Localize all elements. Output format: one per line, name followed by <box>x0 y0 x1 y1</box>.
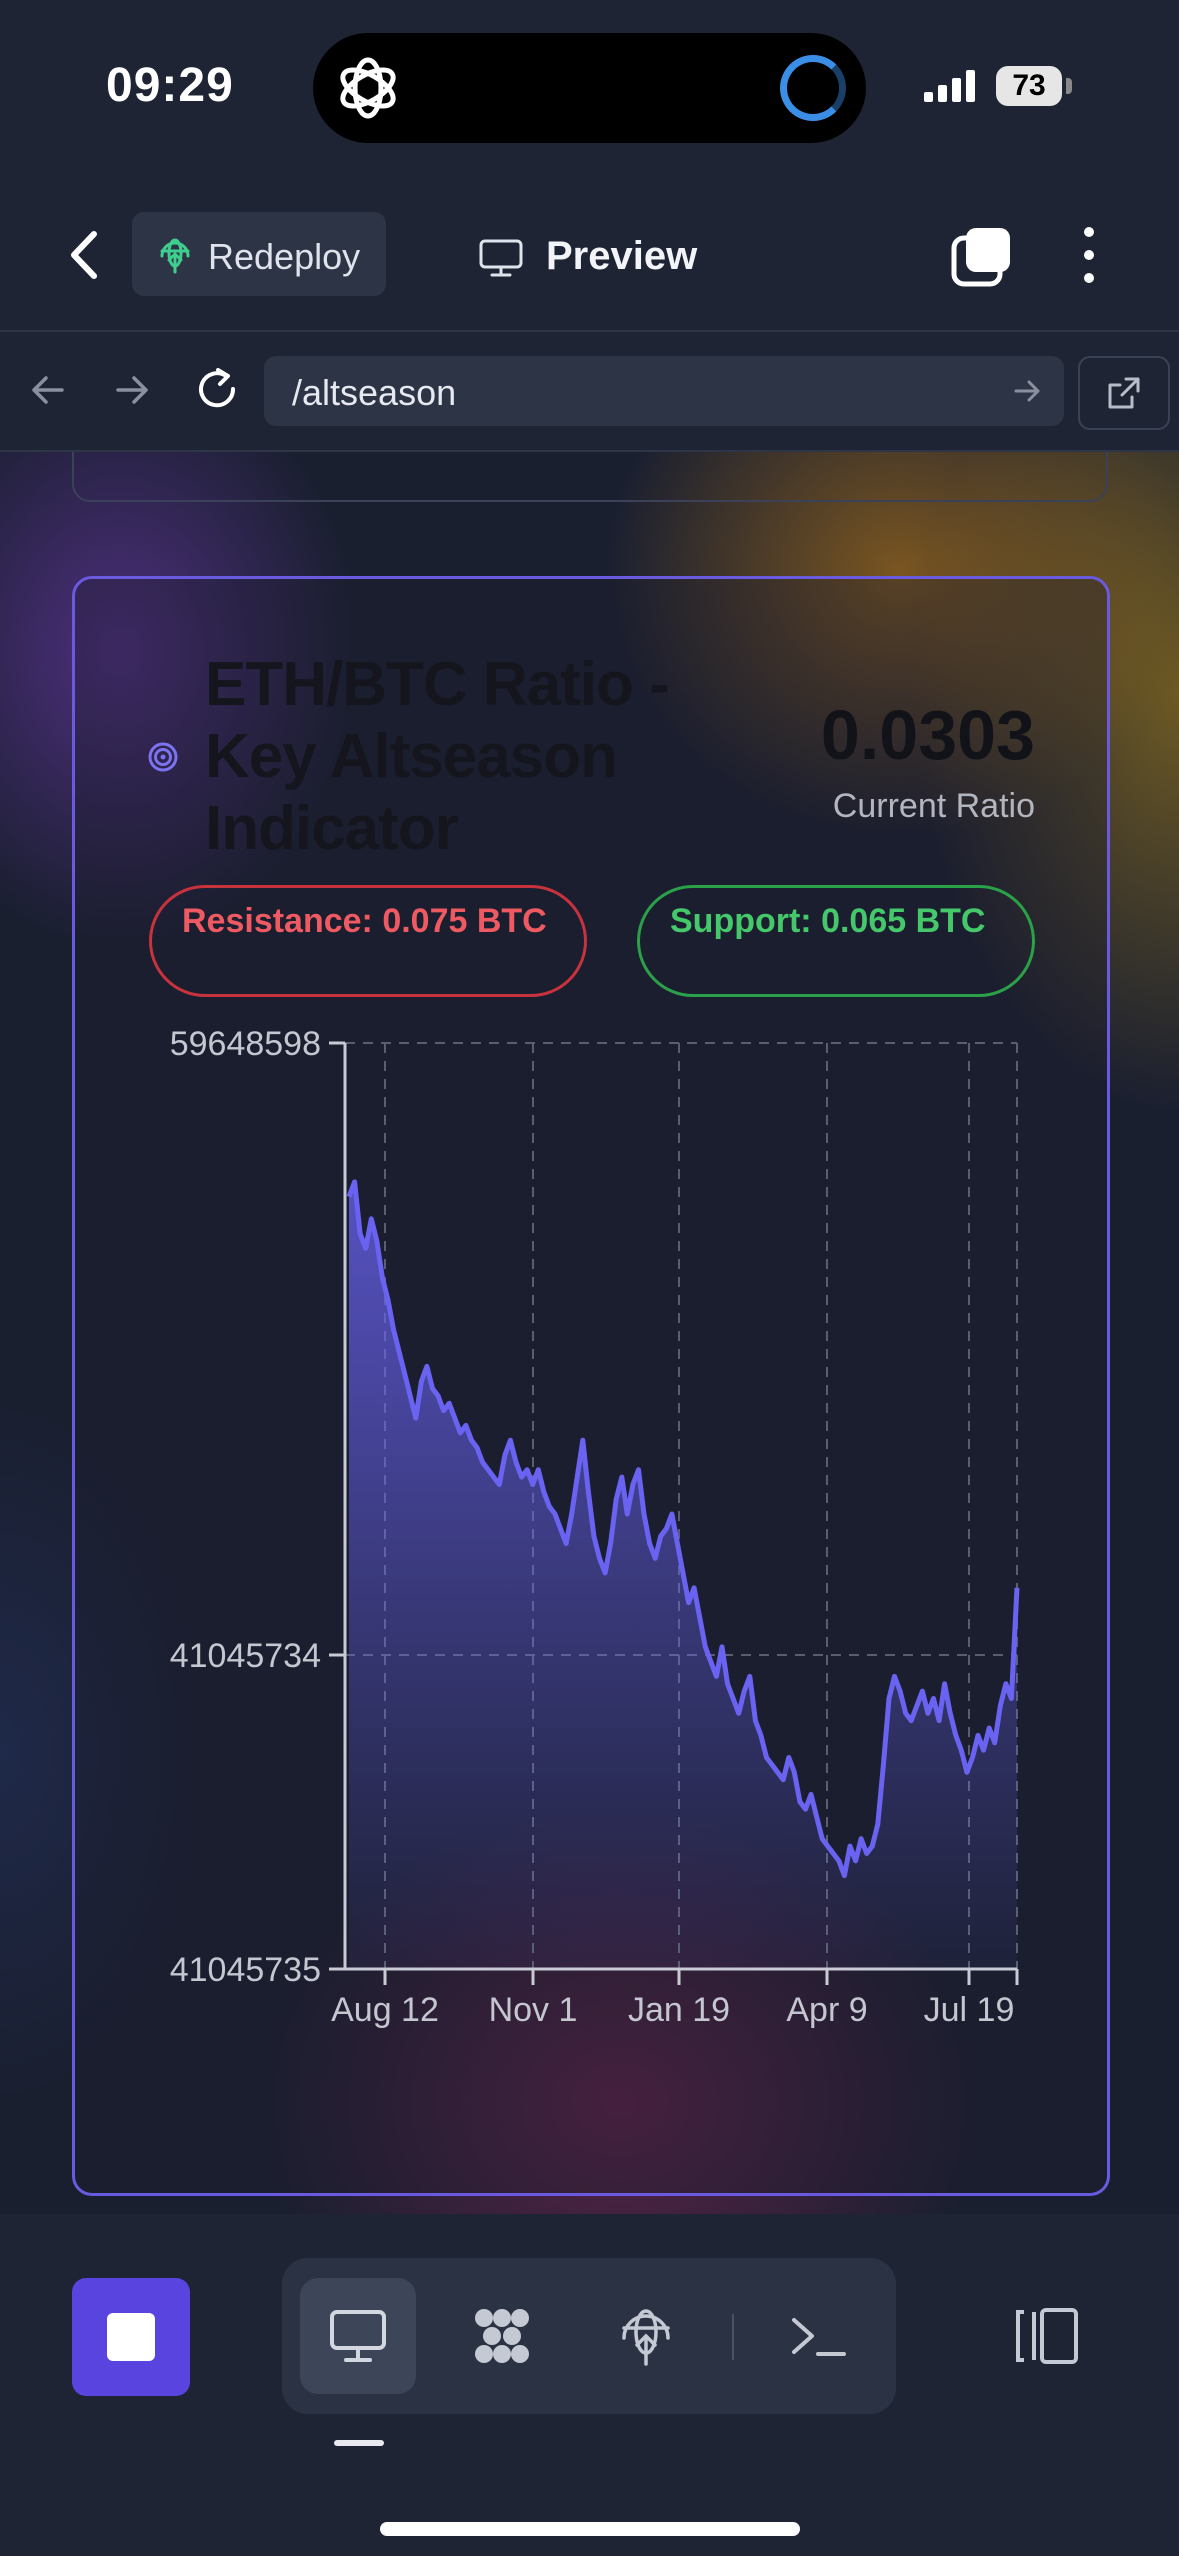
preview-label: Preview <box>546 234 698 278</box>
tool-switcher <box>282 2258 896 2414</box>
card-title: ETH/BTC Ratio - Key Altseason Indicator <box>205 650 670 863</box>
tool-divider <box>732 2314 734 2360</box>
status-time: 09:29 <box>106 59 234 112</box>
x-tick-label-3: Apr 9 <box>786 1991 867 2029</box>
tabs-icon[interactable] <box>950 224 1014 288</box>
tool-preview[interactable] <box>300 2278 416 2394</box>
previous-card <box>72 452 1108 502</box>
preview-tab[interactable]: Preview <box>478 214 718 298</box>
current-ratio-label: Current Ratio <box>832 787 1035 825</box>
redeploy-button[interactable]: Redeploy <box>132 212 386 296</box>
target-icon <box>148 742 178 772</box>
external-link-icon <box>1108 377 1140 409</box>
back-chevron-icon[interactable] <box>60 220 110 290</box>
deploy-globe-icon <box>160 238 190 274</box>
monitor-icon <box>330 2310 386 2362</box>
nav-back-icon[interactable] <box>26 368 70 412</box>
monitor-icon <box>479 239 523 277</box>
tool-console[interactable] <box>760 2278 876 2394</box>
stop-square-icon <box>107 2313 155 2361</box>
x-tick-label-1: Nov 1 <box>489 1991 578 2029</box>
workflow-blobs-icon <box>475 2309 529 2363</box>
x-tick-label-0: Aug 12 <box>331 1991 439 2029</box>
battery-icon: 73 <box>996 66 1062 106</box>
url-input[interactable]: /altseason <box>264 356 1064 426</box>
tool-deploy[interactable] <box>588 2278 704 2394</box>
more-options-icon[interactable] <box>1074 220 1104 290</box>
chatgpt-logo-icon <box>340 57 396 119</box>
eth-btc-chart: 59648598 41045734 41045735 Aug 12 Nov 1 Jan 1… <box>170 1025 1020 2029</box>
reload-icon[interactable] <box>192 364 242 414</box>
y-tick-label-2: 41045735 <box>170 1951 321 1989</box>
support-badge: Support: 0.065 BTC <box>637 885 1035 997</box>
battery-tip <box>1066 78 1072 94</box>
current-ratio-value: 0.0303 <box>820 696 1035 774</box>
y-tick-label-1: 41045734 <box>170 1637 321 1675</box>
page-content: 59648598 41045734 41045735 Aug 12 Nov 1 Jan 1… <box>0 452 1179 2214</box>
status-bar: 09:29 73 <box>0 0 1179 180</box>
y-tick-label-0: 59648598 <box>170 1025 321 1063</box>
nav-forward-icon[interactable] <box>110 368 154 412</box>
activity-ring-icon <box>780 55 846 121</box>
terminal-icon <box>792 2318 846 2356</box>
layout-toggle-icon[interactable] <box>1010 2306 1080 2366</box>
dynamic-island <box>313 33 866 143</box>
stop-button[interactable] <box>72 2278 190 2396</box>
active-tool-indicator <box>334 2440 384 2446</box>
open-external-button[interactable] <box>1078 356 1170 430</box>
app-bar: Redeploy Preview <box>0 180 1179 332</box>
series-line <box>346 1179 1020 1879</box>
resistance-text: Resistance: 0.075 BTC <box>182 902 547 940</box>
url-text: /altseason <box>292 372 457 413</box>
bottom-toolbar <box>0 2214 1179 2556</box>
redeploy-label: Redeploy <box>208 236 361 277</box>
resistance-badge: Resistance: 0.075 BTC <box>149 885 587 997</box>
deploy-globe-icon <box>622 2309 670 2366</box>
browser-toolbar: /altseason <box>0 332 1179 452</box>
support-text: Support: 0.065 BTC <box>670 902 986 940</box>
tool-workflows[interactable] <box>444 2278 560 2394</box>
x-tick-label-2: Jan 19 <box>628 1991 730 2029</box>
signal-icon <box>924 70 975 102</box>
x-tick-label-4: Jul 19 <box>924 1991 1015 2029</box>
url-go-arrow-icon[interactable] <box>1012 376 1042 406</box>
chart-area: 59648598 41045734 41045735 Aug 12 Nov 1 Jan 1… <box>75 579 1107 2193</box>
eth-btc-ratio-card: 59648598 41045734 41045735 Aug 12 Nov 1 Jan 1… <box>72 576 1110 2196</box>
home-indicator <box>380 2522 800 2536</box>
